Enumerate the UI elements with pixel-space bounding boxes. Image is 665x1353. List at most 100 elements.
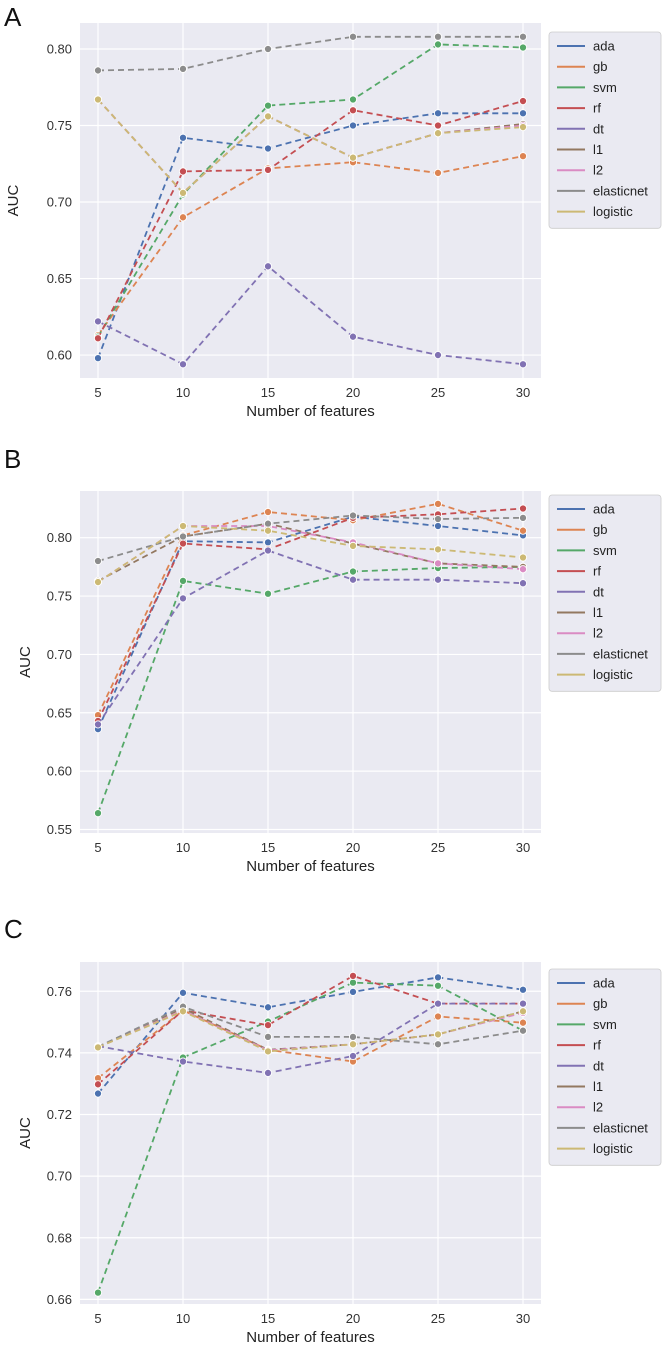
x-axis-label: Number of features [246, 1329, 374, 1346]
series-line-rf [97, 100, 524, 339]
legend-box [548, 494, 662, 692]
legend-label-svm: svm [593, 80, 617, 95]
x-axis-label: Number of features [246, 858, 374, 875]
data-point-rf [263, 165, 273, 174]
data-point-elasticnet [348, 511, 358, 520]
legend-label-l2: l2 [593, 626, 603, 641]
x-tick-label: 15 [261, 840, 275, 855]
series-elasticnet [93, 511, 528, 566]
data-point-elasticnet [518, 1026, 528, 1035]
data-point-svm [348, 567, 358, 576]
data-point-dt [178, 594, 188, 603]
data-point-ada [263, 538, 273, 547]
series-line-rf [97, 507, 524, 722]
data-point-logistic [433, 1030, 443, 1039]
y-tick-label: 0.70 [47, 1169, 72, 1184]
series-dt [93, 999, 528, 1077]
data-point-svm [93, 809, 103, 818]
data-point-dt [93, 317, 103, 326]
data-point-elasticnet [433, 32, 443, 41]
legend-label-rf: rf [593, 564, 601, 579]
legend-label-svm: svm [593, 543, 617, 558]
data-point-logistic [518, 1007, 528, 1016]
data-point-ada [178, 988, 188, 997]
series-line-dt [97, 549, 524, 725]
data-point-dt [518, 579, 528, 588]
data-point-logistic [93, 577, 103, 587]
series-logistic [93, 521, 528, 587]
legend-label-l2: l2 [593, 1100, 603, 1115]
data-point-rf [518, 504, 528, 513]
data-point-l2 [433, 559, 443, 568]
x-tick-label: 5 [94, 1311, 101, 1326]
y-tick-label: 0.70 [47, 195, 72, 210]
data-point-logistic [263, 1047, 273, 1056]
legend-label-dt: dt [593, 121, 604, 136]
series-line-logistic [97, 1010, 524, 1053]
data-point-dt [433, 575, 443, 584]
data-point-ada [433, 973, 443, 982]
data-point-svm [433, 40, 443, 49]
data-point-dt [518, 360, 528, 369]
data-point-rf [518, 96, 528, 106]
series-elasticnet [93, 32, 528, 75]
x-tick-label: 15 [261, 385, 275, 400]
x-tick-label: 25 [431, 385, 445, 400]
data-point-logistic [348, 541, 358, 550]
data-point-dt [263, 262, 273, 271]
data-point-gb [518, 152, 528, 161]
legend-label-dt: dt [593, 584, 604, 599]
data-point-elasticnet [263, 44, 273, 54]
data-point-rf [263, 1021, 273, 1030]
data-point-ada [263, 1003, 273, 1012]
data-point-elasticnet [348, 32, 358, 41]
legend-label-rf: rf [593, 1038, 601, 1053]
legend-label-gb: gb [593, 996, 607, 1011]
y-tick-label: 0.66 [47, 1292, 72, 1307]
data-point-elasticnet [178, 64, 188, 73]
x-tick-label: 10 [176, 1311, 190, 1326]
data-point-rf [433, 121, 443, 130]
x-tick-label: 20 [346, 840, 360, 855]
data-point-dt [433, 350, 443, 360]
data-point-gb [433, 499, 443, 508]
data-point-logistic [93, 95, 103, 104]
data-point-gb [178, 213, 188, 222]
series-line-elasticnet [97, 35, 523, 72]
legend-label-logistic: logistic [593, 1141, 633, 1156]
panel-letter: C [4, 914, 23, 944]
data-point-rf [178, 167, 188, 176]
data-point-svm [518, 43, 528, 52]
series-line-svm [97, 43, 524, 338]
series-line-logistic [97, 98, 524, 195]
data-point-elasticnet [263, 519, 273, 528]
data-point-dt [178, 360, 188, 369]
data-point-rf [93, 334, 103, 343]
data-point-logistic [518, 123, 528, 132]
legend-label-ada: ada [593, 976, 615, 991]
legend-label-elasticnet: elasticnet [593, 1120, 648, 1135]
data-point-rf [348, 971, 358, 980]
chart-panel-c: C 5 10 15 20 25 30 0.66 0.68 0.70 0.72 0.74 0.76 Numb… [4, 914, 662, 1346]
data-point-elasticnet [263, 1032, 273, 1041]
data-point-dt [433, 999, 443, 1008]
data-point-elasticnet [433, 514, 443, 524]
data-point-logistic [263, 112, 273, 121]
plot-area [80, 23, 541, 378]
legend-label-l1: l1 [593, 605, 603, 620]
y-tick-label: 0.72 [47, 1107, 72, 1122]
data-point-logistic [263, 526, 273, 535]
series-line-svm [97, 566, 524, 814]
series-line-logistic [97, 525, 524, 583]
x-tick-label: 5 [94, 385, 101, 400]
legend-label-gb: gb [593, 59, 607, 74]
legend: ada gb svm rf dt l1 l2 elasticnet logistic [548, 31, 662, 229]
series-rf [93, 96, 528, 343]
panel-letter: A [4, 2, 22, 32]
legend-label-l1: l1 [593, 1079, 603, 1094]
y-tick-label: 0.80 [47, 42, 72, 57]
legend-label-elasticnet: elasticnet [593, 646, 648, 661]
x-tick-label: 30 [516, 1311, 530, 1326]
data-point-dt [263, 1068, 273, 1077]
